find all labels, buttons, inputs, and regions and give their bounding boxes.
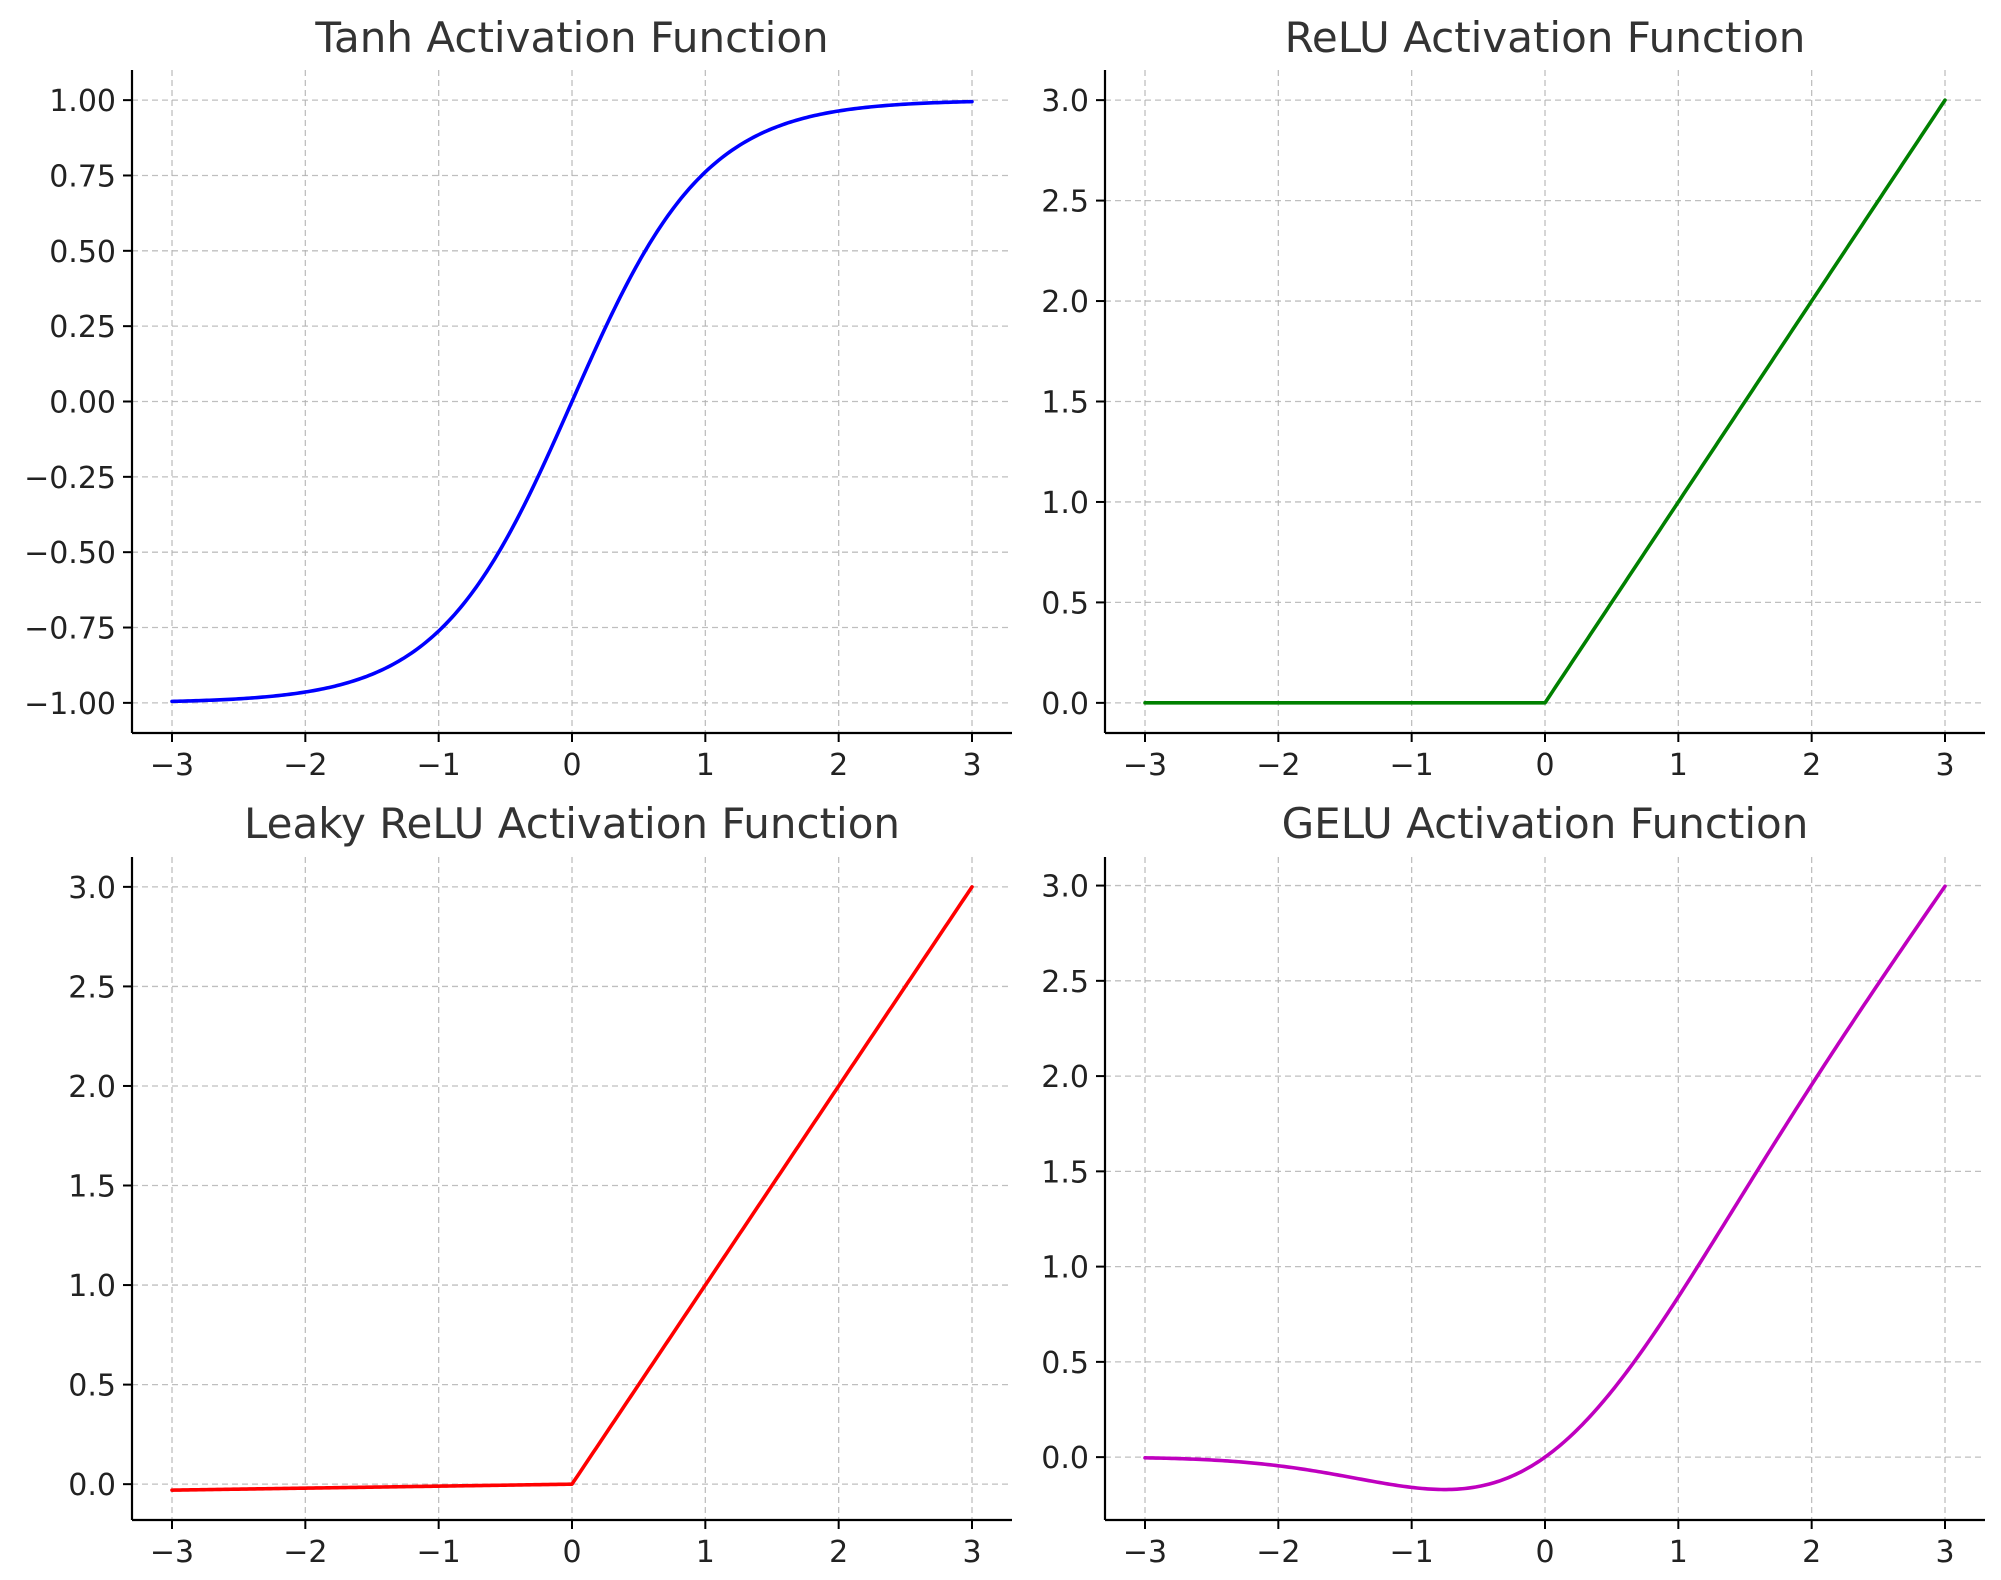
x-tick-label: −1 <box>417 748 461 783</box>
x-tick-label: 0 <box>562 1535 581 1570</box>
x-tick-label: 2 <box>1802 748 1821 783</box>
y-tick-label: 2.5 <box>68 970 116 1005</box>
x-tick-label: 3 <box>962 1535 981 1570</box>
y-tick-label: −0.25 <box>24 461 116 496</box>
chart-panel-3: −3 −2 −1 0 1 2 3 0.0 0.5 1.0 1.5 2.0 2.5 3.0 Leaky ReL… <box>68 799 1012 1570</box>
y-tick-label: 0.0 <box>1041 687 1089 722</box>
chart-panel-4: −3 −2 −1 0 1 2 3 0.0 0.5 1.0 1.5 2.0 2.5 3.0 GELU Acti… <box>1041 799 1985 1570</box>
chart-title: GELU Activation Function <box>1282 799 1809 848</box>
y-tick-label: 1.5 <box>68 1170 116 1205</box>
chart-panel-1: −3 −2 −1 0 1 2 3 −1.00 −0.75 −0.50 −0.25 0.00 0.25 0.… <box>24 13 1012 783</box>
y-tick-label: 2.0 <box>1041 285 1089 320</box>
x-tick-label: −2 <box>283 748 327 783</box>
x-tick-label: 1 <box>696 748 715 783</box>
x-tick-label: −2 <box>283 1535 327 1570</box>
y-tick-label: 2.5 <box>1041 965 1089 1000</box>
y-tick-label: 1.0 <box>68 1269 116 1304</box>
y-tick-label: 0.25 <box>49 310 116 345</box>
x-tick-label: 0 <box>1535 748 1554 783</box>
y-tick-label: 1.00 <box>49 84 116 119</box>
gelu-curve <box>1143 884 1947 1492</box>
y-tick-label: −0.50 <box>24 536 116 571</box>
chart-title: Tanh Activation Function <box>314 13 828 62</box>
y-tick-label: 0.5 <box>68 1369 116 1404</box>
y-tick-label: 0.75 <box>49 159 116 194</box>
x-tick-label: −2 <box>1256 1535 1300 1570</box>
y-tick-label: 2.0 <box>68 1070 116 1105</box>
x-tick-label: −1 <box>417 1535 461 1570</box>
y-tick-label: 0.0 <box>1041 1441 1089 1476</box>
x-tick-label: 2 <box>829 748 848 783</box>
x-tick-label: 1 <box>696 1535 715 1570</box>
y-tick-label: 3.0 <box>68 871 116 906</box>
x-tick-label: −3 <box>1123 1535 1167 1570</box>
y-tick-label: 0.5 <box>1041 586 1089 621</box>
x-tick-label: 3 <box>1935 748 1954 783</box>
y-tick-label: 1.5 <box>1041 386 1089 421</box>
y-tick-label: 2.5 <box>1041 185 1089 220</box>
x-tick-label: 0 <box>1535 1535 1554 1570</box>
relu-curve <box>1143 98 1947 705</box>
leaky_relu-curve <box>170 885 974 1492</box>
x-tick-label: 1 <box>1669 1535 1688 1570</box>
x-tick-label: −3 <box>150 748 194 783</box>
x-tick-label: 2 <box>829 1535 848 1570</box>
y-tick-label: 3.0 <box>1041 870 1089 905</box>
x-tick-label: 2 <box>1802 1535 1821 1570</box>
x-tick-label: 3 <box>962 748 981 783</box>
y-tick-label: −1.00 <box>24 687 116 722</box>
x-tick-label: 1 <box>1669 748 1688 783</box>
y-tick-label: −0.75 <box>24 612 116 647</box>
chart-title: Leaky ReLU Activation Function <box>244 799 900 848</box>
y-tick-label: 1.0 <box>1041 1251 1089 1286</box>
y-tick-label: 0.00 <box>49 386 116 421</box>
x-tick-label: 0 <box>562 748 581 783</box>
y-tick-label: 1.0 <box>1041 486 1089 521</box>
y-tick-label: 2.0 <box>1041 1060 1089 1095</box>
y-tick-label: 1.5 <box>1041 1155 1089 1190</box>
tanh-curve <box>170 99 974 704</box>
x-tick-label: −1 <box>1390 748 1434 783</box>
x-tick-label: −1 <box>1390 1535 1434 1570</box>
chart-panel-2: −3 −2 −1 0 1 2 3 0.0 0.5 1.0 1.5 2.0 2.5 3.0 ReLU Acti… <box>1041 13 1985 783</box>
y-tick-label: 3.0 <box>1041 84 1089 119</box>
y-tick-label: 0.0 <box>68 1468 116 1503</box>
x-tick-label: −2 <box>1256 748 1300 783</box>
x-tick-label: 3 <box>1935 1535 1954 1570</box>
y-tick-label: 0.50 <box>49 235 116 270</box>
chart-title: ReLU Activation Function <box>1285 13 1806 62</box>
y-tick-label: 0.5 <box>1041 1346 1089 1381</box>
x-tick-label: −3 <box>1123 748 1167 783</box>
x-tick-label: −3 <box>150 1535 194 1570</box>
